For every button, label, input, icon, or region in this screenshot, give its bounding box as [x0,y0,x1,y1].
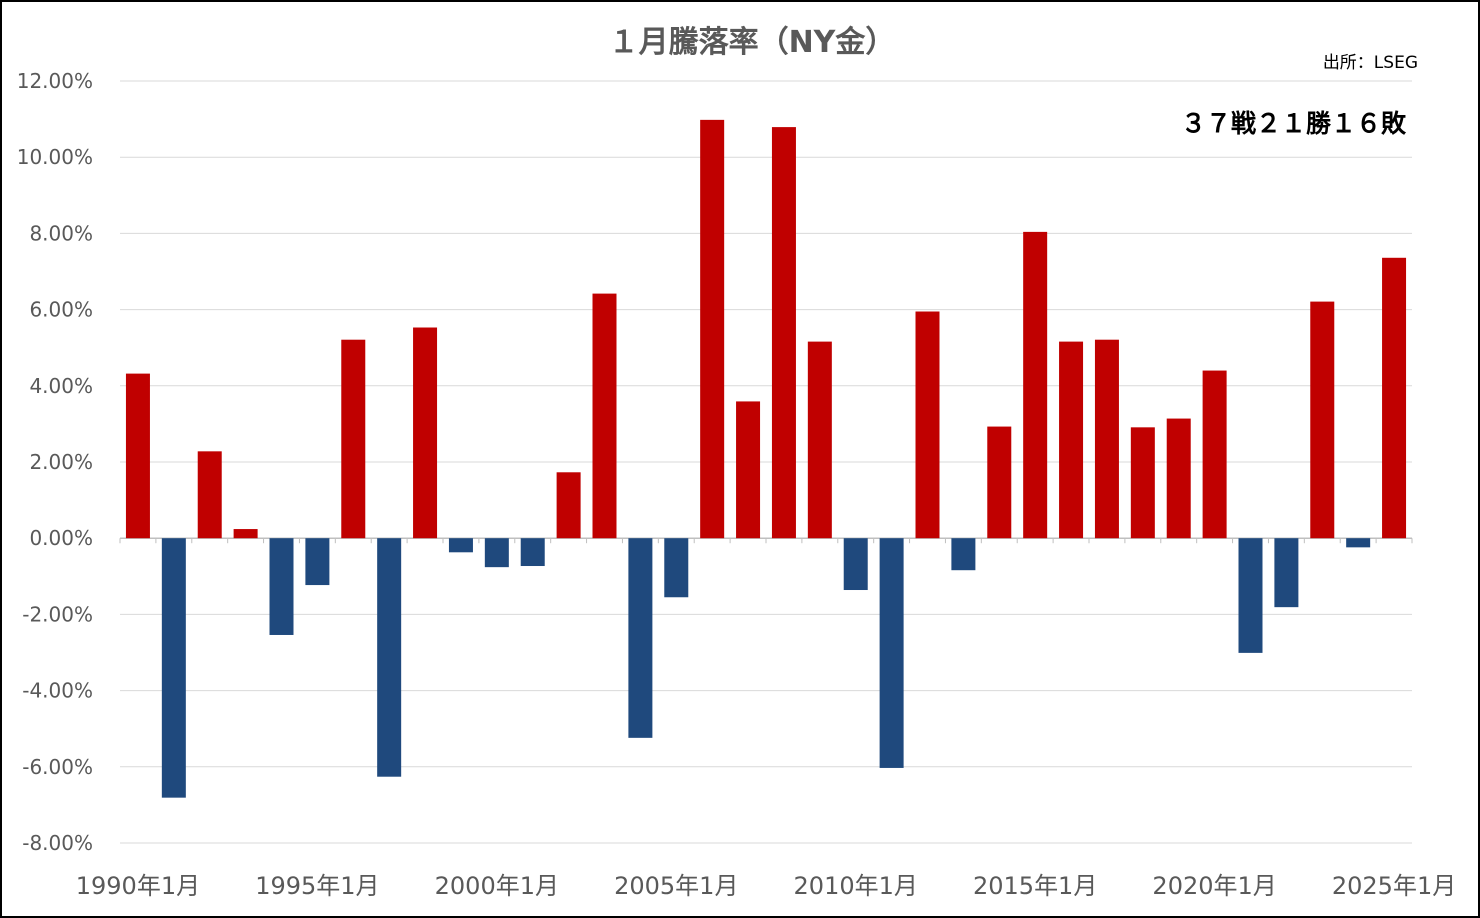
bar-1990 [125,373,150,539]
bar-2009 [807,341,832,539]
bar-2013 [951,538,976,571]
y-tick-label: 0.00% [29,526,93,550]
x-tick-label: 2000年1月 [435,872,559,900]
bar-2004 [628,538,653,738]
bar-2000 [484,538,509,568]
bar-2011 [879,538,904,768]
bar-2012 [915,311,940,539]
x-tick-label: 1995年1月 [255,872,379,900]
bar-2019 [1166,418,1191,539]
y-tick-label: 12.00% [17,69,93,93]
y-tick-label: -4.00% [22,679,93,703]
bar-2020 [1202,370,1227,539]
bar-2002 [556,472,581,539]
bar-2016 [1059,341,1084,539]
chart-title: １月騰落率（NY金） [609,25,896,60]
bar-2018 [1130,427,1155,539]
bar-2023 [1310,301,1335,539]
bar-2024 [1346,538,1371,548]
bar-1993 [233,529,258,539]
x-tick-label: 2005年1月 [614,872,738,900]
bar-1996 [341,339,366,539]
bar-2021 [1238,538,1263,653]
bar-2005 [664,538,689,598]
x-tick-label: 2015年1月 [973,872,1097,900]
y-tick-label: 8.00% [29,221,93,245]
bar-2017 [1094,339,1119,539]
bar-2007 [736,401,761,539]
bar-2010 [843,538,868,591]
y-tick-label: 4.00% [29,374,93,398]
source-label: 出所：LSEG [1323,53,1418,73]
y-tick-label: -6.00% [22,755,93,779]
bar-2014 [987,426,1012,539]
y-tick-label: 2.00% [29,450,93,474]
x-tick-label: 2010年1月 [794,872,918,900]
bar-2003 [592,293,617,539]
x-tick-label: 2020年1月 [1152,872,1276,900]
y-tick-label: -8.00% [22,831,93,855]
bar-1995 [305,538,330,586]
bar-2015 [1023,231,1048,539]
y-tick-label: 10.00% [17,145,93,169]
bar-1997 [377,538,402,777]
y-tick-label: -2.00% [22,602,93,626]
bar-2025 [1382,257,1407,539]
bar-1994 [269,538,294,635]
bar-2022 [1274,538,1299,608]
x-tick-label: 2025年1月 [1332,872,1456,900]
bar-1998 [413,327,438,539]
bar-2001 [520,538,545,567]
bar-2006 [700,119,725,539]
bar-1991 [161,538,186,798]
win-loss-annotation: ３７戦２１勝１６敗 [1181,109,1407,138]
bar-1999 [448,538,473,553]
x-tick-label: 1990年1月 [76,872,200,900]
bar-2008 [771,127,796,539]
bar-1992 [197,451,222,539]
y-tick-label: 6.00% [29,298,93,322]
